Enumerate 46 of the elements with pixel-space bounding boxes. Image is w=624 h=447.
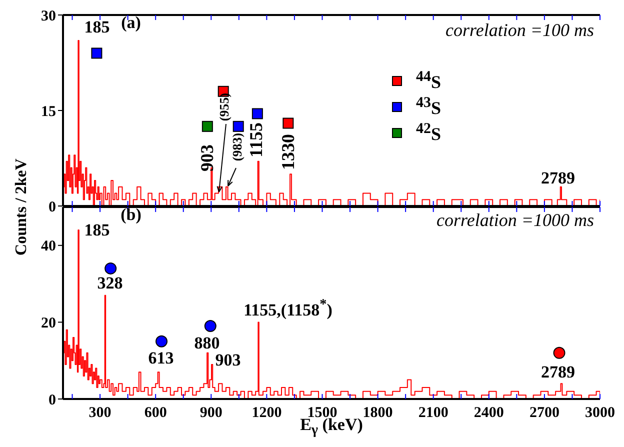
legend-label: $^{44}$S xyxy=(416,69,442,93)
x-tick-label: 2100 xyxy=(418,405,448,421)
point xyxy=(232,120,244,132)
y-tick-label: 0 xyxy=(48,199,56,216)
annotation: correlation =100 ms xyxy=(446,20,594,41)
point xyxy=(204,320,216,332)
y-tick-label: 40 xyxy=(41,238,56,255)
point xyxy=(156,335,168,348)
y-tick-label: 20 xyxy=(41,316,56,332)
x-tick-label: 900 xyxy=(200,405,222,421)
annotation: 185 xyxy=(84,220,110,240)
x-tick-label: 600 xyxy=(144,405,167,421)
annotation: 328 xyxy=(97,274,123,292)
annotation: 2789 xyxy=(541,168,575,188)
point xyxy=(252,108,263,120)
x-tick-label: 2400 xyxy=(474,405,504,421)
annotation: 1155 xyxy=(246,122,266,158)
annotation: 903 xyxy=(197,144,217,172)
x-tick-label: 300 xyxy=(88,405,112,421)
annotation: 880 xyxy=(194,334,220,352)
y-axis-title: Counts / 2keV xyxy=(13,158,31,256)
annotation: 1330 xyxy=(278,134,298,170)
y-tick-label: 30 xyxy=(41,8,56,24)
annotation: (a) xyxy=(121,13,141,33)
annotation: 903 xyxy=(215,350,241,370)
point xyxy=(104,262,117,274)
annotation: 613 xyxy=(148,348,174,368)
annotation: correlation =1000 ms xyxy=(436,210,594,231)
annotation: (983) xyxy=(230,132,244,162)
x-tick-label: 1800 xyxy=(362,405,393,421)
point xyxy=(91,48,102,59)
annotation: 185 xyxy=(84,18,110,36)
y-tick-label: 15 xyxy=(41,104,56,120)
legend-label: $^{42}$S xyxy=(416,121,442,145)
point xyxy=(553,346,566,359)
y-tick-label: 0 xyxy=(48,392,56,408)
annotation: (b) xyxy=(120,205,142,225)
annotation: (955) xyxy=(216,92,232,122)
legend-label: $^{43}$S xyxy=(416,95,442,119)
annotation: 1155,(1158$^{*}$) xyxy=(244,296,332,320)
x-tick-label: 2700 xyxy=(529,405,560,421)
annotation: 2789 xyxy=(541,362,575,382)
x-tick-label: 1200 xyxy=(252,405,282,421)
point xyxy=(202,120,213,132)
point xyxy=(282,118,294,129)
x-tick-label: 3000 xyxy=(585,405,615,421)
